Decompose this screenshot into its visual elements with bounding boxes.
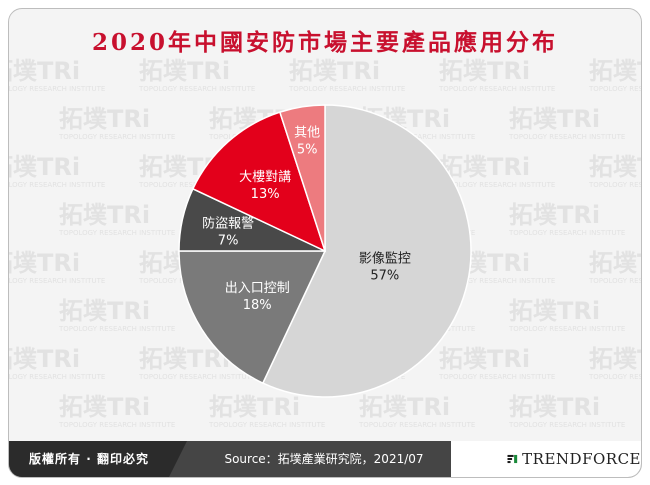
- watermark-subtitle: TOPOLOGY RESEARCH INSTITUTE: [508, 229, 625, 237]
- watermark-subtitle: TOPOLOGY RESEARCH INSTITUTE: [9, 373, 105, 381]
- trendforce-logo-icon: [507, 454, 518, 464]
- watermark-subtitle: TOPOLOGY RESEARCH INSTITUTE: [138, 85, 255, 93]
- pie-slice: [191, 111, 327, 253]
- watermark-subtitle: TOPOLOGY RESEARCH INSTITUTE: [58, 325, 175, 333]
- watermark-brand: 拓墣TRi: [59, 297, 150, 325]
- watermark-subtitle: TOPOLOGY RESEARCH INSTITUTE: [9, 85, 105, 93]
- watermark-brand: 拓墣TRi: [439, 345, 530, 373]
- watermark-subtitle: TOPOLOGY RESEARCH INSTITUTE: [508, 325, 625, 333]
- slice-label: 大樓對講: [239, 169, 291, 185]
- watermark-brand: 拓墣TRi: [589, 57, 641, 85]
- watermark-subtitle: TOPOLOGY RESEARCH INSTITUTE: [438, 373, 555, 381]
- slice-value-label: 13%: [251, 187, 280, 202]
- pie-slice: [278, 104, 326, 252]
- watermark-subtitle: TOPOLOGY RESEARCH INSTITUTE: [9, 181, 105, 189]
- pie-slice: [261, 104, 472, 398]
- slice-label: 其他: [294, 126, 320, 141]
- watermark-brand: 拓墣TRi: [289, 57, 380, 85]
- watermark-brand: 拓墣TRi: [509, 201, 600, 229]
- watermark-brand: 拓墣TRi: [9, 249, 80, 277]
- watermark-subtitle: TOPOLOGY RESEARCH INSTITUTE: [588, 277, 641, 285]
- watermark-subtitle: TOPOLOGY RESEARCH INSTITUTE: [588, 181, 641, 189]
- logo-text: TRENDFORCE: [522, 450, 641, 468]
- watermark-subtitle: TOPOLOGY RESEARCH INSTITUTE: [588, 373, 641, 381]
- watermark-subtitle: TOPOLOGY RESEARCH INSTITUTE: [58, 229, 175, 237]
- watermark-brand: 拓墣TRi: [139, 345, 230, 373]
- watermark-brand: 拓墣TRi: [359, 393, 450, 421]
- slice-value-label: 18%: [243, 298, 272, 313]
- watermark-brand: 拓墣TRi: [59, 393, 150, 421]
- watermark-subtitle: TOPOLOGY RESEARCH INSTITUTE: [358, 421, 475, 429]
- footer-bar: 版權所有 · 翻印必究 Source：拓墣產業研究院，2021/07 TREND…: [9, 441, 641, 477]
- watermark-subtitle: TOPOLOGY RESEARCH INSTITUTE: [588, 85, 641, 93]
- watermark-brand: 拓墣TRi: [59, 105, 150, 133]
- slice-label: 出入口控制: [225, 281, 290, 296]
- watermark-brand: 拓墣TRi: [509, 105, 600, 133]
- watermark-subtitle: TOPOLOGY RESEARCH INSTITUTE: [508, 421, 625, 429]
- watermark-brand: 拓墣TRi: [9, 153, 80, 181]
- watermark-brand: 拓墣TRi: [509, 297, 600, 325]
- slice-label: 防盜報警: [202, 215, 254, 231]
- watermark-brand: 拓墣TRi: [9, 57, 80, 85]
- pie-slice: [178, 250, 327, 385]
- watermark-brand: 拓墣TRi: [509, 393, 600, 421]
- watermark-brand: 拓墣TRi: [59, 201, 150, 229]
- watermark-subtitle: TOPOLOGY RESEARCH INSTITUTE: [438, 181, 555, 189]
- slice-label: 影像監控: [359, 250, 411, 266]
- source-note: Source：拓墣產業研究院，2021/07: [224, 452, 424, 466]
- watermark-subtitle: TOPOLOGY RESEARCH INSTITUTE: [138, 373, 255, 381]
- chart-title: 2020年中國安防市場主要產品應用分布: [91, 29, 558, 56]
- trendforce-logo: TRENDFORCE: [451, 441, 641, 477]
- watermark-subtitle: TOPOLOGY RESEARCH INSTITUTE: [438, 277, 555, 285]
- watermark-brand: 拓墣TRi: [209, 393, 300, 421]
- copyright-notice: 版權所有 · 翻印必究: [9, 441, 187, 477]
- watermark-brand: 拓墣TRi: [589, 153, 641, 181]
- watermark-brand: 拓墣TRi: [139, 57, 230, 85]
- watermark-subtitle: TOPOLOGY RESEARCH INSTITUTE: [58, 421, 175, 429]
- watermark-subtitle: TOPOLOGY RESEARCH INSTITUTE: [508, 133, 625, 141]
- watermark-subtitle: TOPOLOGY RESEARCH INSTITUTE: [438, 85, 555, 93]
- watermark-brand: 拓墣TRi: [9, 345, 80, 373]
- pie-chart: 影像監控 57% 出入口控制 18% 防盜報警 7% 大樓對講 13% 其他 5%: [178, 104, 472, 398]
- watermark-subtitle: TOPOLOGY RESEARCH INSTITUTE: [208, 421, 325, 429]
- watermark-brand: 拓墣TRi: [589, 345, 641, 373]
- slice-value-label: 7%: [218, 233, 239, 248]
- watermark-brand: 拓墣TRi: [439, 153, 530, 181]
- watermark-subtitle: TOPOLOGY RESEARCH INSTITUTE: [58, 133, 175, 141]
- watermark-brand: 拓墣TRi: [439, 57, 530, 85]
- watermark-subtitle: TOPOLOGY RESEARCH INSTITUTE: [288, 85, 405, 93]
- slice-value-label: 57%: [370, 268, 399, 283]
- watermark-subtitle: TOPOLOGY RESEARCH INSTITUTE: [9, 277, 105, 285]
- slice-value-label: 5%: [297, 143, 318, 158]
- watermark-brand: 拓墣TRi: [589, 249, 641, 277]
